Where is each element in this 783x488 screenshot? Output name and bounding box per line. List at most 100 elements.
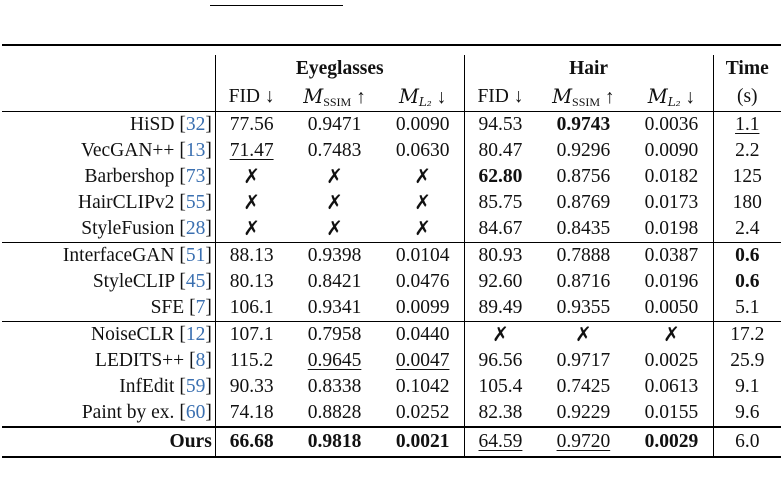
citation-ref[interactable]: 8 [195,350,206,372]
metric-cell: 0.0440 [381,321,465,348]
citation-ref[interactable]: 12 [185,324,206,346]
table-row: Paint by ex. [60] 74.18 0.8828 0.0252 82.38 0… [2,400,781,427]
metric-cell: 0.0090 [630,138,714,164]
metric-cell: 1.1 [713,112,781,139]
metric-value: 92.60 [478,271,523,293]
citation-ref[interactable]: 60 [185,402,206,424]
method-label: Paint by ex. [81,402,175,424]
metric-value: 77.56 [229,114,274,136]
metric-value: 2.2 [735,140,760,162]
cross-mark-icon: ✗ [243,216,260,241]
method-label: StyleCLIP [92,271,175,293]
metric-cell: 88.13 [215,242,288,269]
citation-ref[interactable]: 51 [185,245,206,267]
metric-cell: 0.0476 [381,269,465,295]
method-name: Paint by ex. [60] [2,400,216,427]
metric-value: 0.7425 [556,376,611,398]
metric-cell: 80.13 [215,269,287,295]
citation-ref[interactable]: 59 [185,376,206,398]
metric-cell: 0.0090 [381,111,465,138]
metric-cell: 0.0050 [630,295,714,322]
group-hair: Hair [464,55,714,83]
metric-cell: ✗ [381,216,465,243]
metric-cell: 0.9355 [536,295,630,322]
metric-value: 0.8756 [556,166,611,188]
metric-value: 17.2 [730,324,765,346]
citation-ref[interactable]: 7 [195,297,206,319]
method-label: HairCLIPv2 [78,192,175,214]
metric-value: 80.93 [478,245,523,267]
metric-value: 105.4 [478,376,523,398]
metric-cell: ✗ [215,164,287,190]
col-l2-eye: ML₂ ↓ [381,83,465,112]
metric-cell: 0.0104 [381,242,465,269]
cross-mark-icon: ✗ [663,322,680,347]
citation-ref[interactable]: 55 [185,192,206,214]
metric-value: 0.8421 [307,271,362,293]
metric-cell: ✗ [381,190,465,216]
metric-cell: 0.8769 [536,190,630,216]
method-label: LEDITS++ [95,350,185,372]
metric-value: 0.8769 [556,192,611,214]
method-name: HairCLIPv2 [55] [2,190,216,216]
citation-ref[interactable]: 28 [185,218,206,240]
time-unit: (s) [713,83,781,112]
metric-value: 0.9229 [556,402,611,424]
table-row: StyleFusion [28] ✗ ✗ ✗ 84.67 0.8435 0.0198 2.4 [2,216,781,243]
metric-value: 0.6 [735,245,760,267]
metric-cell: 64.59 [464,426,537,458]
metric-value: 106.1 [229,297,274,319]
metric-value: 88.13 [229,245,274,267]
cross-mark-icon: ✗ [414,190,432,215]
metric-value: 0.0630 [395,140,450,162]
metric-cell: ✗ [464,321,537,348]
method-label: InterfaceGAN [62,245,175,267]
citation-ref[interactable]: 13 [185,140,206,162]
metric-value: 71.47 [229,140,274,162]
metric-value: 0.9717 [556,350,611,372]
top-stub-rule [210,5,343,6]
method-name: Ours [2,426,216,458]
metric-cell: 0.9818 [287,426,382,458]
metric-cell: 0.9398 [287,242,382,269]
col-fid-eye: FID ↓ [215,83,288,112]
cross-mark-icon: ✗ [492,322,509,347]
metric-cell: 89.49 [464,295,536,322]
metric-value: 62.80 [478,166,523,188]
metric-value: 0.9720 [556,431,611,453]
metric-value: 80.47 [478,140,523,162]
method-label: Ours [169,431,212,453]
metric-cell: 106.1 [215,295,287,322]
metric-cell: 0.9645 [287,348,381,374]
metric-value: 0.0173 [644,192,699,214]
method-label: StyleFusion [81,218,175,240]
metric-cell: 62.80 [464,164,536,190]
method-name: InterfaceGAN [51] [2,242,216,269]
metric-value: 0.6 [735,271,760,293]
metric-value: 96.56 [478,350,523,372]
metric-cell: 0.0630 [381,138,465,164]
method-name: InfEdit [59] [2,374,216,400]
metric-value: 0.7888 [556,245,611,267]
metric-value: 0.0025 [644,350,699,372]
table-row: InterfaceGAN [51] 88.13 0.9398 0.0104 80.93 0… [2,242,781,269]
method-label: NoiseCLR [91,324,175,346]
metric-cell: 2.4 [713,216,781,243]
metric-value: 0.0387 [644,245,699,267]
citation-ref[interactable]: 32 [185,114,206,136]
metric-value: 0.0252 [395,402,450,424]
group-eyeglasses: Eyeglasses [215,55,465,83]
metric-cell: 0.0182 [630,164,714,190]
metric-value: 0.9296 [556,140,611,162]
metric-value: 85.75 [478,192,523,214]
table-row: NoiseCLR [12] 107.1 0.7958 0.0440 ✗ ✗ ✗ 17.2 [2,321,781,348]
metric-value: 0.8338 [307,376,362,398]
metric-value: 0.9398 [307,245,362,267]
citation-ref[interactable]: 73 [185,166,206,188]
metric-value: 0.0440 [395,324,450,346]
metric-cell: ✗ [630,321,714,348]
metric-cell: 0.6 [713,269,781,295]
cross-mark-icon: ✗ [326,164,343,189]
metric-cell: 0.0198 [630,216,714,243]
citation-ref[interactable]: 45 [185,271,206,293]
